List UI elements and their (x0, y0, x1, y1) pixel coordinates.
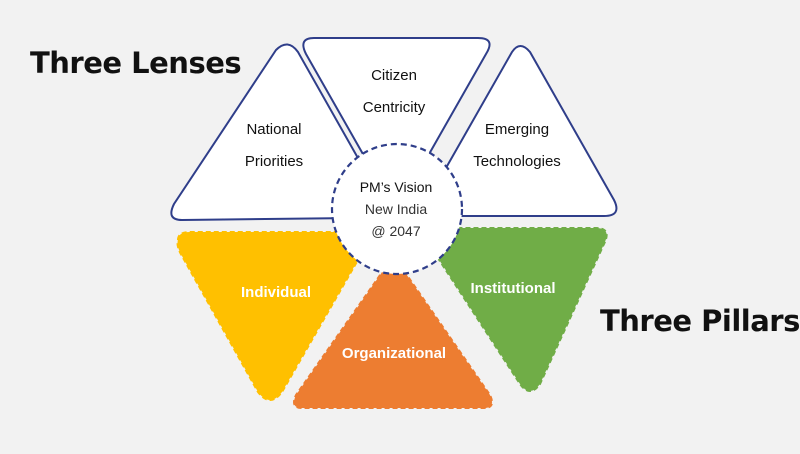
hub-label-line1: PM’s Vision (360, 179, 433, 195)
lens-label-emerging-line1: Emerging (485, 121, 549, 138)
hub-label-line3: @ 2047 (371, 223, 420, 239)
pillar-label-institutional: Institutional (471, 280, 556, 297)
lens-label-national-line2: Priorities (245, 153, 303, 170)
lens-label-emerging-line2: Technologies (473, 153, 561, 170)
pillar-individual-shape (176, 231, 369, 401)
hub-circle (330, 142, 464, 276)
pillar-label-individual: Individual (241, 284, 311, 301)
pillar-label-organizational: Organizational (342, 345, 446, 362)
lens-label-citizen-line1: Citizen (371, 67, 417, 84)
pillar-institutional-shape (430, 227, 608, 392)
lens-label-national-line1: National (246, 121, 301, 138)
three-lenses-heading: Three Lenses (30, 46, 242, 80)
hub-label-line2: New India (365, 201, 427, 217)
lens-label-citizen-line2: Centricity (363, 99, 426, 116)
three-pillars-heading: Three Pillars (600, 304, 800, 338)
